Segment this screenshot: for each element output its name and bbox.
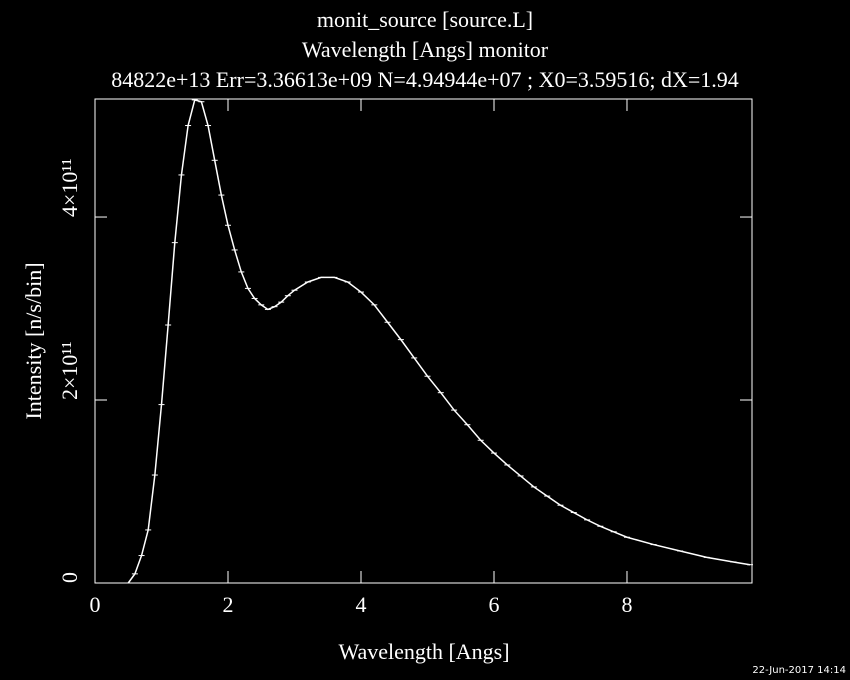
chart-title: monit_source [source.L] — [317, 7, 533, 32]
x-tick-label: 4 — [355, 592, 366, 617]
y-tick-label: 0 — [57, 572, 82, 583]
x-tick-label: 0 — [90, 592, 101, 617]
chart-subtitle: Wavelength [Angs] monitor — [302, 37, 549, 62]
x-axis-label: Wavelength [Angs] — [338, 639, 509, 664]
x-tick-label: 2 — [222, 592, 233, 617]
timestamp: 22-Jun-2017 14:14 — [752, 665, 846, 676]
y-tick-label: 2×10¹¹ — [57, 341, 82, 400]
x-tick-label: 6 — [488, 592, 499, 617]
data-line — [127, 98, 751, 584]
annotation: 84822e+13 Err=3.36613e+09 N=4.94944e+07 … — [111, 67, 739, 92]
y-axis-label: Intensity [n/s/bin] — [21, 262, 46, 419]
plot-frame — [94, 98, 753, 584]
x-tick-label: 8 — [621, 592, 632, 617]
y-tick-label: 4×10¹¹ — [57, 158, 82, 217]
